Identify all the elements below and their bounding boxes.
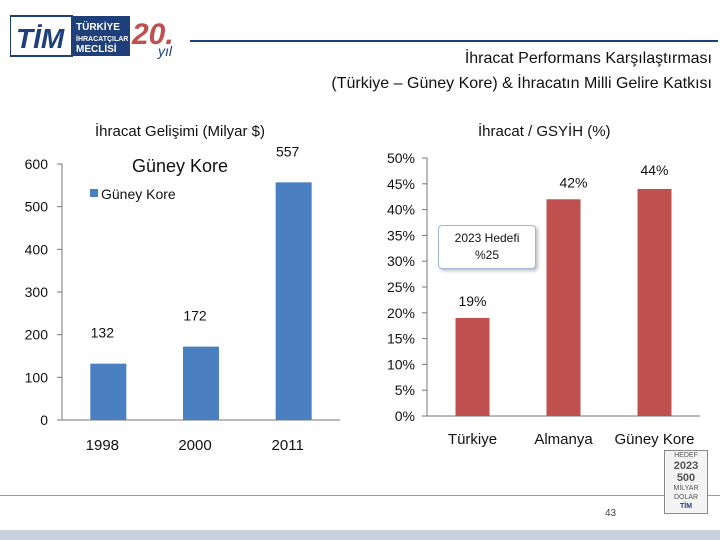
right-y-tick-label: 30% [387, 253, 415, 269]
left-x-tick-label: 2011 [272, 437, 304, 454]
left-y-tick-label: 300 [25, 284, 49, 300]
left-bar [275, 182, 312, 420]
left-y-tick-label: 100 [25, 369, 49, 385]
page-number: 43 [605, 508, 617, 519]
left-x-tick-label: 2000 [178, 437, 211, 454]
logo-line3: MECLİSİ [76, 42, 117, 55]
logo-anniv-word: yıl [157, 43, 173, 59]
right-x-tick-label: Güney Kore [614, 431, 694, 448]
right-x-tick-label: Almanya [534, 431, 593, 448]
right-bar [546, 199, 581, 416]
right-y-tick-label: 45% [387, 176, 415, 192]
right-x-tick-label: Türkiye [448, 431, 497, 448]
left-legend-label: Güney Kore [101, 186, 176, 202]
left-y-tick-label: 500 [25, 199, 49, 215]
left-y-tick-label: 0 [40, 412, 48, 428]
badge-line1: HEDEF [674, 452, 698, 459]
right-y-tick-label: 10% [387, 356, 415, 372]
slide-title-line1: İhracat Performans Karşılaştırması [464, 50, 712, 67]
left-bar-data-label: 132 [91, 325, 115, 341]
right-bar [637, 188, 672, 416]
hedef-2023-badge: HEDEF 2023 500 MİLYAR DOLAR TİM [664, 450, 708, 514]
target-callout-line1: 2023 Hedefi [454, 231, 520, 245]
logo-brand: TİM [16, 23, 65, 54]
target-callout: 2023 Hedefi %25 [438, 225, 536, 269]
left-bar-data-label: 557 [276, 143, 300, 159]
left-y-tick-label: 400 [25, 241, 49, 257]
right-y-tick-label: 25% [387, 279, 415, 295]
left-bar-chart: 0 100 200 300 400 500 600 132 1998 172 2000 557 2011… [25, 143, 340, 454]
slide-title-line2: (Türkiye – Güney Kore) & İhracatın Milli… [331, 75, 712, 92]
badge-line2: 2023 [673, 460, 699, 472]
right-bar-chart: 0% 5% 10% 15% 20% 25% 30% 35% 40% 45% 50% 19% Türkiy… [387, 150, 700, 448]
header-rule [190, 40, 718, 42]
right-y-tick-label: 35% [387, 227, 415, 243]
right-bar-data-label: 44% [640, 162, 668, 178]
left-y-tick-label: 600 [25, 156, 49, 172]
left-y-tick-label: 200 [25, 327, 49, 343]
footer-rule [0, 495, 720, 496]
badge-line5: DOLAR [673, 494, 699, 501]
right-bar-data-label: 19% [458, 293, 486, 309]
logo-anniv-number: 20. [131, 18, 174, 51]
left-bar [183, 346, 219, 420]
right-bar-data-label: 42% [559, 174, 587, 190]
left-chart-subtitle: Güney Kore [132, 156, 228, 176]
logo-line2: İHRACATÇILAR [76, 35, 128, 43]
target-callout-line2: %25 [474, 248, 500, 262]
tim-logo-graphic: TİM TÜRKİYE İHRACATÇILAR MECLİSİ 20. yıl [9, 15, 174, 59]
left-bar [90, 363, 127, 420]
right-y-tick-label: 20% [387, 305, 415, 321]
right-y-tick-label: 15% [387, 331, 415, 347]
right-bar [455, 317, 490, 416]
left-legend-swatch [90, 189, 98, 197]
right-y-tick-label: 50% [387, 150, 415, 166]
tim-logo: TİM TÜRKİYE İHRACATÇILAR MECLİSİ 20. yıl [9, 10, 190, 60]
badge-line4: MİLYAR [673, 485, 699, 492]
left-chart-title: İhracat Gelişimi (Milyar $) [95, 123, 266, 140]
badge-line6: TİM [679, 503, 693, 510]
badge-line3: 500 [676, 472, 696, 484]
right-y-tick-label: 40% [387, 202, 415, 218]
right-y-tick-label: 5% [395, 382, 415, 398]
right-chart-title: İhracat / GSYİH (%) [478, 123, 611, 140]
footer-band [0, 530, 720, 540]
left-x-tick-label: 1998 [86, 437, 119, 454]
right-y-tick-label: 0% [395, 408, 415, 424]
left-bar-data-label: 172 [183, 308, 207, 324]
logo-line1: TÜRKİYE [76, 20, 120, 33]
